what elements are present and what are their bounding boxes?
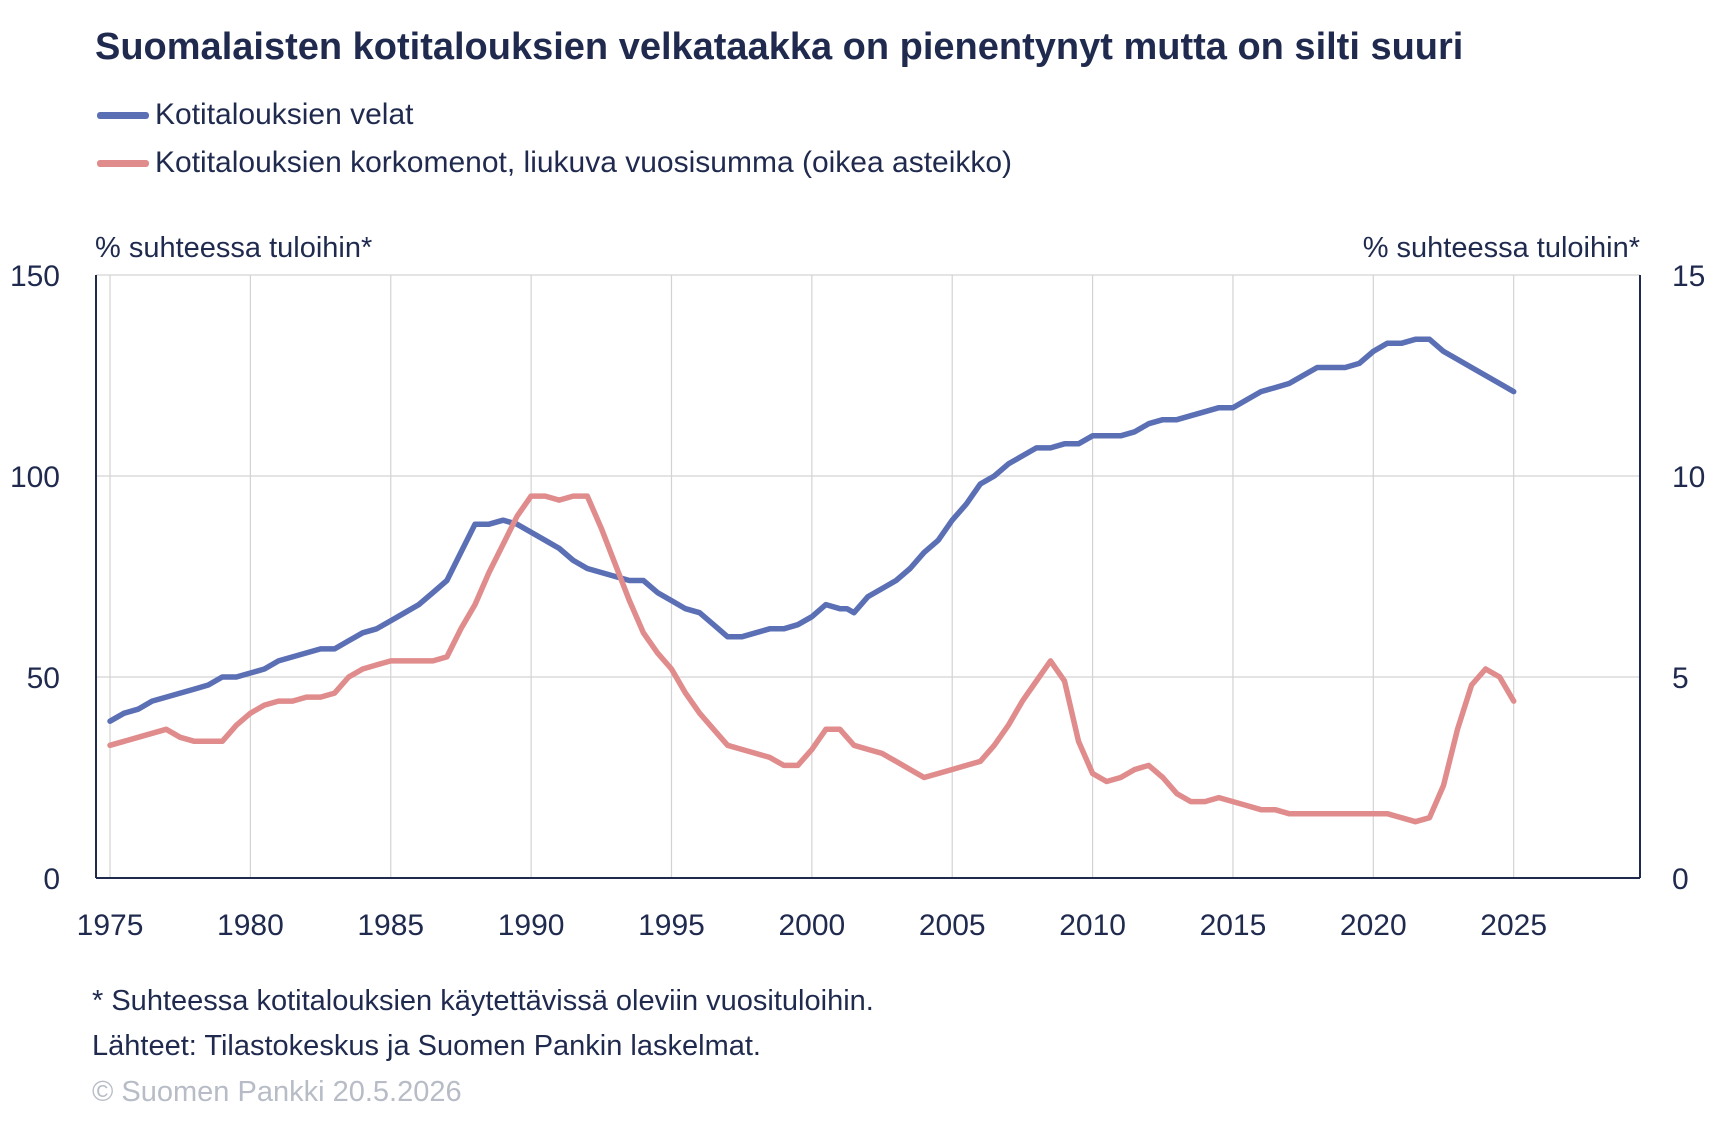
series-line-debt [107,336,1517,724]
left-y-tick-label: 50 [27,662,60,695]
left-y-tick-label: 0 [43,863,60,896]
left-y-tick-label: 150 [10,260,60,293]
chart-title: Suomalaisten kotitalouksien velkataakka … [95,26,1464,68]
x-tick-label: 2015 [1200,909,1267,942]
x-tick-label: 2010 [1059,909,1126,942]
x-tick-label: 2005 [919,909,986,942]
right-y-tick-label: 0 [1672,863,1689,896]
series-line-interest [107,493,1517,825]
legend-item-debt: Kotitalouksien velat [97,98,414,132]
right-axis-title: % suhteessa tuloihin* [1362,232,1640,264]
x-tick-label: 1985 [357,909,424,942]
legend-item-interest: Kotitalouksien korkomenot, liukuva vuosi… [97,146,1012,180]
footnote-sources: Lähteet: Tilastokeskus ja Suomen Pankin … [92,1030,761,1062]
copyright-notice: © Suomen Pankki 20.5.2026 [92,1076,462,1108]
x-tick-label: 2025 [1480,909,1547,942]
legend-swatch-interest [97,159,149,167]
x-tick-label: 2000 [778,909,845,942]
left-axis-title: % suhteessa tuloihin* [95,232,373,264]
x-tick-label: 1995 [638,909,705,942]
footnote-income: * Suhteessa kotitalouksien käytettävissä… [92,985,874,1017]
right-y-tick-label: 10 [1672,461,1705,494]
x-tick-label: 1975 [77,909,144,942]
legend-label-debt: Kotitalouksien velat [155,98,414,131]
left-y-tick-label: 100 [10,461,60,494]
legend-label-interest: Kotitalouksien korkomenot, liukuva vuosi… [155,146,1013,179]
right-y-tick-label: 15 [1672,260,1705,293]
right-y-tick-label: 5 [1672,662,1689,695]
x-tick-label: 1980 [217,909,284,942]
legend-swatch-debt [97,111,149,119]
x-tick-label: 2020 [1340,909,1407,942]
x-tick-label: 1990 [498,909,565,942]
